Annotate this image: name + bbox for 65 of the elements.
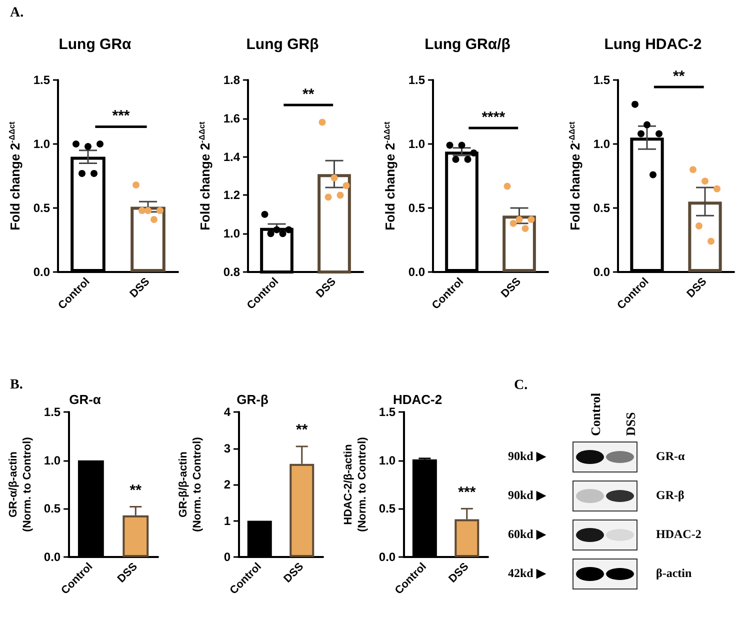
- text: GR-α: [656, 448, 685, 465]
- y-tick-label: 3: [224, 441, 231, 456]
- chart-title: Lung GRα: [58, 36, 132, 53]
- y-tick-label: 1.0: [33, 137, 50, 151]
- chart-title: HDAC-2: [392, 392, 442, 407]
- chart-title: Lung GRα/β: [424, 36, 510, 53]
- text: HDAC-2: [656, 526, 702, 543]
- y-tick-label: 1.2: [223, 188, 240, 202]
- y-tick-label: 1.8: [223, 73, 240, 87]
- text: β-actin: [656, 565, 692, 582]
- text: B.: [10, 378, 23, 392]
- y-axis-title: Fold change 2-ΔΔct: [382, 121, 398, 230]
- annotation: ***: [458, 484, 476, 501]
- annotation: **: [673, 68, 685, 86]
- y-tick-label: 1.0: [223, 226, 240, 241]
- y-tick-label: 1.5: [408, 73, 426, 87]
- y-tick-label: 1.0: [593, 137, 610, 151]
- annotation: **: [296, 422, 308, 439]
- y-axis-title: Fold change 2-ΔΔct: [568, 121, 582, 230]
- y-tick-label: 0.0: [44, 550, 61, 564]
- y-tick-label: 0.5: [593, 201, 610, 215]
- y-axis-title: HDAC-2/β-actin (Norm. to Control): [342, 436, 368, 532]
- y-tick-label: 0.0: [33, 265, 50, 279]
- text: DSS: [623, 411, 639, 436]
- text: Control: [588, 392, 604, 436]
- y-tick-label: 2: [224, 478, 231, 492]
- y-tick-label: 0.0: [408, 265, 426, 279]
- y-tick-label: 1.5: [593, 73, 610, 87]
- y-axis-title: GR-α/β-actin (Norm. to Control): [8, 436, 34, 532]
- text: 90kd ▶: [508, 487, 546, 504]
- text: C.: [514, 378, 528, 394]
- chart-title: GR-β: [236, 392, 268, 407]
- annotation: **: [302, 86, 314, 103]
- y-tick-label: 0.0: [378, 550, 396, 564]
- y-tick-label: 1.6: [223, 111, 240, 126]
- text: 42kd ▶: [508, 565, 546, 582]
- y-tick-label: 1.0: [44, 453, 61, 468]
- y-tick-label: 0.5: [378, 502, 396, 516]
- y-tick-label: 1.5: [378, 405, 396, 419]
- text: GR-β: [656, 487, 684, 504]
- chart-title: Lung GRβ: [246, 36, 319, 53]
- y-tick-label: 1.5: [33, 73, 50, 87]
- y-tick-label: 0.5: [33, 201, 50, 215]
- chart-title: Lung HDAC-2: [604, 36, 702, 53]
- annotation: ****: [482, 109, 506, 126]
- text: 90kd ▶: [508, 448, 546, 465]
- y-tick-label: 1.0: [408, 137, 426, 151]
- annotation: **: [130, 482, 142, 500]
- y-tick-label: 4: [224, 405, 231, 419]
- y-tick-label: 0.8: [223, 265, 240, 279]
- y-tick-label: 0.5: [408, 201, 426, 215]
- annotation: ***: [112, 108, 130, 125]
- y-tick-label: 1: [224, 514, 231, 528]
- text: 60kd ▶: [508, 526, 546, 543]
- y-axis-title: Fold change 2-ΔΔct: [8, 121, 22, 230]
- y-tick-label: 1.0: [378, 453, 396, 468]
- y-axis-title: Fold change 2-ΔΔct: [198, 121, 212, 230]
- chart-title: GR-α: [69, 392, 101, 407]
- y-tick-label: 0: [224, 550, 231, 564]
- y-tick-label: 0.0: [593, 265, 610, 279]
- y-tick-label: 1.5: [44, 405, 61, 419]
- y-tick-label: 0.5: [44, 502, 61, 516]
- y-axis-title: GR-β/β-actin (Norm. to Control): [178, 436, 204, 532]
- y-tick-label: 1.4: [223, 150, 240, 164]
- text: A.: [10, 6, 24, 20]
